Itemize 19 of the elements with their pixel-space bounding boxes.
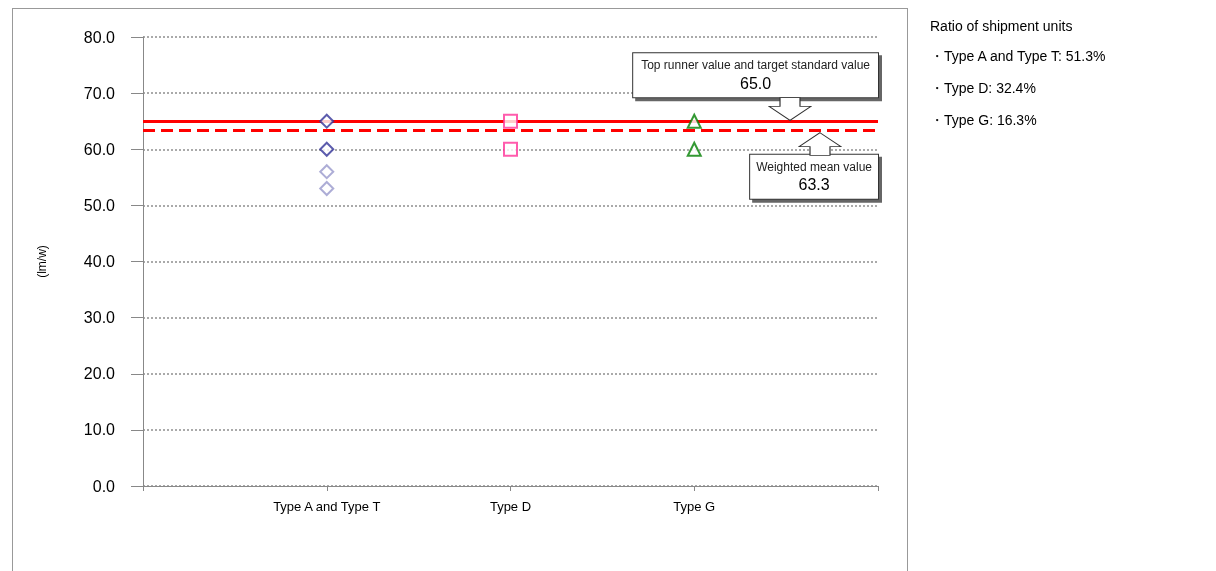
x-tick-label: Type D <box>489 499 532 514</box>
y-tick-label: 20.0 <box>83 365 116 383</box>
y-tick-label: 60.0 <box>83 140 116 158</box>
ref-line-label: Top runner value and target standard value 65.0 <box>641 58 871 92</box>
y-tick-label: 40.0 <box>83 253 116 270</box>
y-tick-label: 50.0 <box>83 196 116 214</box>
ref-line-label: Weighted mean value 63.3 <box>756 159 873 194</box>
y-tick-label: 80.0 <box>83 28 116 46</box>
y-tick-label: 10.0 <box>83 421 116 439</box>
y-tick-label: 30.0 <box>83 309 116 327</box>
y-axis-title: (lm/w) <box>35 245 49 278</box>
text: Ratio of shipment units <box>930 18 1074 34</box>
y-tick-label: 0.0 <box>92 477 116 495</box>
text: ・Type A and Type T: 51.3% <box>930 48 1106 66</box>
text: ・Type D: 32.4% <box>930 80 1037 98</box>
x-tick-label: Type A and Type T <box>273 499 381 514</box>
text: ・Type G: 16.3% <box>930 112 1038 130</box>
x-tick-label: Type G <box>673 499 716 514</box>
y-tick-label: 70.0 <box>83 84 116 102</box>
